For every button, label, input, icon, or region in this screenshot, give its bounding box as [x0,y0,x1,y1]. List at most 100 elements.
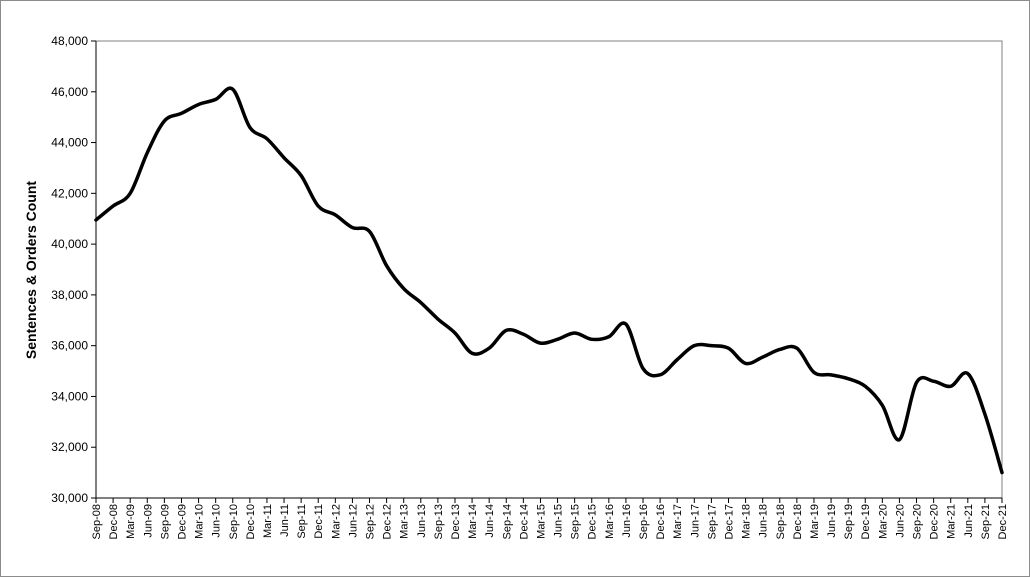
x-tick-label: Jun-11 [279,504,291,537]
data-point [522,333,525,336]
data-point [556,338,559,341]
y-tick-label: 40,000 [51,237,88,251]
data-point [471,352,474,355]
data-point [402,287,405,290]
data-point [915,381,918,384]
data-point [659,373,662,376]
data-point [283,156,286,159]
data-point [129,192,132,195]
data-point [214,98,217,101]
y-tick-label: 38,000 [51,288,88,302]
data-point [419,301,422,304]
x-tick-label: Mar-09 [125,504,137,539]
x-tick-label: Jun-15 [553,504,565,538]
x-tick-label: Mar-16 [604,504,616,539]
series-line [94,86,1004,475]
x-tick-label: Mar-14 [467,504,479,539]
x-tick-label: Sep-15 [570,504,582,539]
x-tick-label: Sep-19 [843,504,855,539]
data-point [453,331,456,334]
x-tick-label: Sep-13 [433,504,445,539]
x-tick-label: Mar-13 [399,504,411,539]
x-tick-label: Jun-16 [621,504,633,538]
data-point [180,112,183,115]
data-point [830,373,833,376]
x-tick-label: Sep-17 [706,504,718,539]
data-point [163,119,166,122]
x-tick-label: Dec-10 [245,504,257,539]
series-group [94,86,1004,475]
y-tick-label: 34,000 [51,389,88,403]
x-tick-label: Dec-19 [860,504,872,539]
data-point [847,377,850,380]
data-point [488,347,491,350]
data-point [983,413,986,416]
x-tick-label: Sep-14 [501,504,513,539]
y-tick-label: 36,000 [51,339,88,353]
data-point [368,230,371,233]
x-tick-label: Mar-18 [741,504,753,539]
x-tick-label: Jun-21 [963,504,975,538]
x-tick-label: Jun-13 [416,504,428,538]
x-tick-label: Sep-12 [365,504,377,539]
data-point [385,264,388,267]
x-tick-label: Mar-17 [672,504,684,539]
y-tick-label: 30,000 [51,491,88,505]
data-point [317,205,320,208]
data-point [607,335,610,338]
data-point [761,356,764,359]
x-tick-label: Jun-19 [826,504,838,538]
x-tick-label: Dec-16 [655,504,667,539]
x-tick-label: Mar-19 [809,504,821,539]
x-tick-label: Dec-14 [518,504,530,539]
data-point [146,151,149,154]
data-point [932,380,935,383]
x-tick-label: Sep-16 [638,504,650,539]
x-tick-label: Mar-10 [194,504,206,539]
x-tick-label: Jun-20 [894,504,906,538]
data-point [112,205,115,208]
data-point [727,347,730,350]
x-tick-label: Mar-20 [877,504,889,539]
x-tick-label: Sep-21 [980,504,992,539]
y-axis-label: Sentences & Orders Count [23,181,39,359]
x-axis-ticks: Sep-08 Dec-08 Mar-09 Jun-09 Sep-09 Dec-09 Mar-… [91,498,1009,539]
data-point [710,344,713,347]
x-tick-label: Sep-10 [228,504,240,539]
x-tick-label: Jun-12 [347,504,359,538]
x-tick-label: Dec-20 [929,504,941,539]
data-point [300,174,303,177]
data-point [812,371,815,374]
x-tick-label: Dec-12 [382,504,394,539]
x-tick-label: Dec-15 [587,504,599,539]
data-point [864,385,867,388]
x-tick-label: Sep-08 [91,504,103,539]
data-point [1001,471,1004,474]
data-point [539,342,542,345]
data-point [248,126,251,129]
data-point [95,218,98,221]
data-point [334,213,337,216]
data-point [231,88,234,91]
y-tick-label: 44,000 [51,136,88,150]
y-tick-label: 32,000 [51,440,88,454]
data-point [351,226,354,229]
x-tick-label: Dec-21 [997,504,1009,539]
data-point [778,348,781,351]
x-tick-label: Dec-18 [792,504,804,539]
data-point [624,323,627,326]
data-point [881,404,884,407]
x-tick-label: Dec-17 [723,504,735,539]
plot-area [95,40,1003,499]
x-tick-label: Dec-09 [176,504,188,539]
data-point [642,367,645,370]
data-point [693,344,696,347]
data-point [505,329,508,332]
x-tick-label: Mar-15 [535,504,547,539]
x-tick-label: Mar-21 [946,504,958,539]
x-tick-label: Jun-09 [142,504,154,538]
data-point [966,372,969,375]
x-tick-label: Sep-09 [159,504,171,539]
data-point [590,338,593,341]
x-tick-label: Sep-18 [775,504,787,539]
